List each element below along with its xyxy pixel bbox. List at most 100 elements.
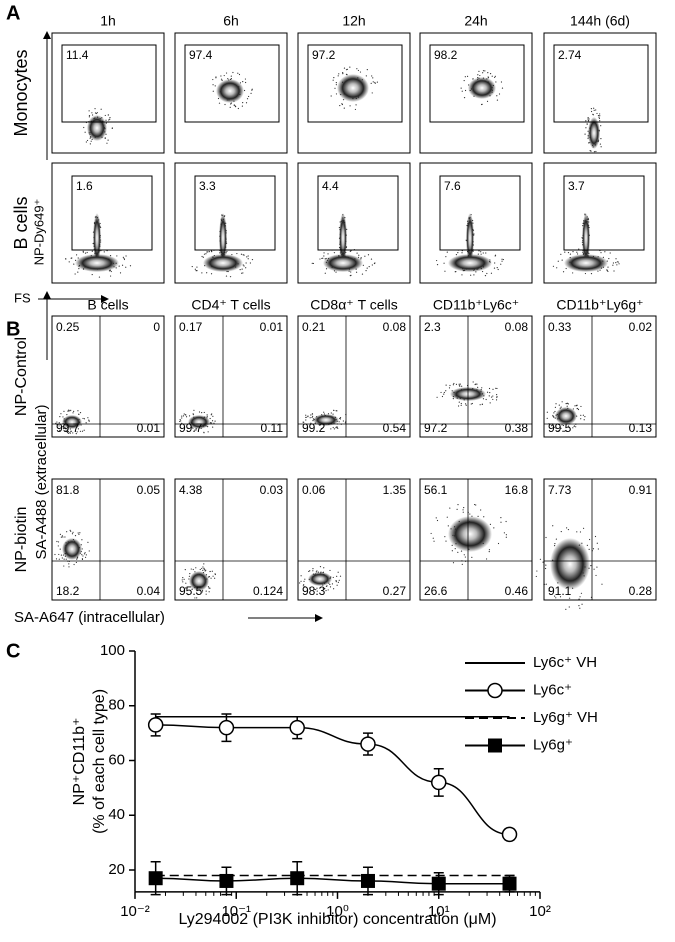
event-dot	[299, 582, 301, 584]
event-dot	[94, 112, 97, 114]
event-dot	[503, 532, 505, 534]
event-dot	[208, 250, 210, 253]
x-tick-label: 10²	[529, 903, 551, 920]
event-dot	[496, 387, 498, 390]
event-dot	[561, 401, 563, 403]
event-dot	[125, 266, 127, 268]
event-dot	[494, 75, 496, 77]
event-dot	[202, 566, 204, 568]
column-header: 12h	[342, 13, 365, 29]
event-dot	[211, 420, 214, 422]
event-dot	[312, 415, 314, 417]
event-dot	[329, 586, 332, 588]
event-dot	[343, 107, 345, 109]
event-dot	[230, 78, 232, 80]
quadrant-percent: 99.2	[302, 421, 326, 435]
point	[431, 876, 446, 891]
event-dot	[96, 112, 98, 114]
event-dot	[214, 573, 216, 575]
gate	[553, 44, 649, 123]
event-dot	[91, 273, 93, 276]
event-dot	[339, 418, 341, 420]
event-dot	[69, 410, 71, 412]
event-dot	[546, 417, 548, 420]
event-dot	[458, 401, 460, 403]
event-dot	[335, 271, 337, 273]
event-dot	[179, 418, 181, 421]
event-dot	[59, 548, 61, 550]
event-dot	[359, 71, 362, 73]
event-dot	[358, 254, 360, 256]
event-dot	[206, 251, 208, 253]
event-dot	[81, 430, 84, 432]
event-dot	[597, 548, 599, 550]
event-dot	[585, 127, 587, 129]
event-dot	[553, 416, 555, 418]
event-dot	[309, 587, 311, 589]
event-dot	[322, 588, 324, 590]
event-dot	[494, 262, 496, 264]
event-dot	[108, 119, 110, 121]
event-dot	[107, 114, 110, 116]
event-dot	[333, 252, 336, 254]
event-dot	[495, 81, 497, 83]
panel-label: B	[6, 318, 20, 340]
event-dot	[66, 413, 68, 416]
event-dot	[182, 577, 184, 579]
event-dot	[574, 405, 576, 407]
event-dot	[436, 264, 439, 266]
y-axis-title: NP⁺CD11b⁺	[71, 718, 88, 806]
event-dot	[598, 117, 601, 120]
event-dot	[225, 252, 227, 254]
event-dot	[304, 578, 306, 580]
event-dot	[567, 425, 570, 427]
event-dot	[201, 255, 203, 258]
event-dot	[485, 252, 487, 254]
event-dot	[196, 269, 198, 272]
event-dot	[66, 531, 68, 533]
event-dot	[243, 265, 245, 267]
event-dot	[595, 574, 597, 577]
event-dot	[237, 107, 239, 110]
event-dot	[481, 403, 483, 405]
event-dot	[125, 255, 127, 257]
event-dot	[190, 568, 192, 570]
event-dot	[251, 258, 254, 261]
event-dot	[449, 384, 451, 387]
event-dot	[122, 256, 124, 258]
quadrant-percent: 0.28	[629, 584, 653, 598]
event-dot	[305, 416, 307, 419]
event-dot	[458, 385, 461, 387]
gate-percent: 98.2	[434, 48, 458, 62]
event-dot	[566, 527, 568, 529]
event-dot	[242, 264, 244, 266]
event-dot	[584, 415, 586, 418]
event-dot	[194, 429, 196, 431]
event-dot	[87, 541, 89, 543]
event-dot	[579, 607, 581, 609]
event-dot	[349, 105, 351, 107]
gate-percent: 3.7	[568, 179, 585, 193]
event-dot	[247, 258, 249, 260]
event-dot	[455, 383, 458, 385]
event-dot	[558, 404, 560, 406]
event-dot	[214, 85, 216, 87]
event-dot	[195, 429, 197, 431]
x-axis-title: Ly294002 (PI3K inhibitor) concentration …	[178, 911, 496, 928]
event-dot	[452, 562, 455, 564]
event-dot	[554, 542, 556, 545]
event-dot	[203, 432, 205, 434]
event-dot	[309, 570, 311, 572]
event-dot	[312, 262, 314, 265]
event-dot	[214, 420, 216, 422]
event-dot	[600, 146, 602, 148]
event-dot	[463, 554, 465, 556]
event-dot	[220, 75, 222, 77]
event-dot	[62, 416, 64, 418]
event-dot	[123, 258, 126, 261]
event-dot	[58, 553, 60, 556]
event-dot	[188, 575, 191, 577]
event-dot	[482, 70, 485, 72]
event-dot	[567, 251, 570, 254]
event-dot	[592, 114, 594, 116]
